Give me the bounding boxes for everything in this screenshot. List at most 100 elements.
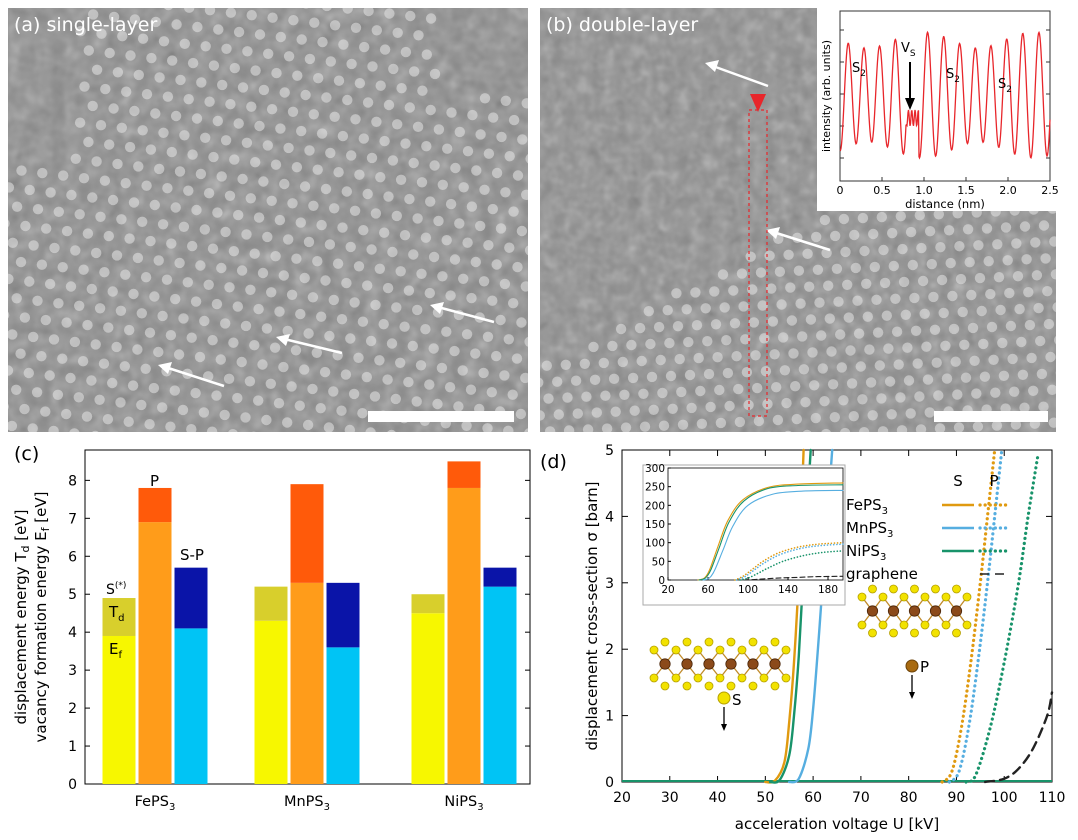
bar-ef-S-P xyxy=(326,647,360,784)
curve-graphene xyxy=(983,691,1054,784)
xtick-d: 100 xyxy=(991,790,1018,806)
profile-start-marker xyxy=(750,94,766,112)
inset-d-ytick: 50 xyxy=(652,556,665,568)
annot-s2-3: S2 xyxy=(998,77,1012,95)
inset-b-xtick: 2.0 xyxy=(999,184,1017,197)
scale-bar-b xyxy=(934,411,1048,422)
inset-d-ytick: 250 xyxy=(645,482,665,494)
bar-td-S-P xyxy=(174,567,208,629)
s-atom-marker xyxy=(717,691,731,705)
ytick-c: 1 xyxy=(68,739,77,755)
inset-d-ytick: 200 xyxy=(645,500,665,512)
annot-s2-1: S2 xyxy=(852,61,866,79)
bar-td-P xyxy=(447,461,481,488)
defect-arrow-3 xyxy=(433,304,495,324)
ytick-c: 4 xyxy=(68,625,77,641)
xtick-d: 80 xyxy=(900,790,918,806)
micrograph-a-image xyxy=(8,8,528,432)
ylabel-d: displacement cross-section σ [barn] xyxy=(583,481,601,750)
inset-d-background xyxy=(642,464,846,606)
bar-ef-S-P xyxy=(174,628,208,784)
xtick-d: 40 xyxy=(709,790,727,806)
xtick-d: 70 xyxy=(852,790,870,806)
curve-MnPS3-P xyxy=(947,448,1004,784)
ytick-c: 6 xyxy=(68,549,77,565)
legend-header-p: P xyxy=(989,472,998,490)
xtick-c: NiPS3 xyxy=(444,794,483,813)
inset-curve-FePS3-P xyxy=(734,541,844,581)
panel-a-label: (a) single-layer xyxy=(14,14,158,36)
inset-b-xtick: 1.5 xyxy=(957,184,975,197)
annot-sp: S-P xyxy=(180,546,204,564)
panel-c: (c) 0 1 2 3 4 5 6 7 8 FePS3 MnPS3 NiPS3 displacemen… xyxy=(12,443,531,813)
defect-arrow-2 xyxy=(279,336,343,355)
inset-d: 20 60 100 140 180 0 50 100 150 200 250 300 xyxy=(642,463,846,606)
panel-d-label: (d) xyxy=(540,451,567,473)
inset-d-xtick: 140 xyxy=(778,584,798,596)
panel-d: (d) 20 30 40 50 60 70 80 90 100 110 0 1 2 3 4 5 displac… xyxy=(540,443,1065,833)
legend-label: FePS3 xyxy=(846,496,888,517)
ytick-c: 0 xyxy=(68,777,77,793)
scale-bar-a xyxy=(368,411,514,422)
bar-td-S-P xyxy=(483,567,517,587)
annot-s2-2: S2 xyxy=(946,67,960,85)
ytick-c: 3 xyxy=(68,663,77,679)
inset-b-xtick: 0.5 xyxy=(873,184,891,197)
legend-label: MnPS3 xyxy=(846,519,893,540)
annot-td: Td xyxy=(108,603,125,624)
inset-d-xtick: 180 xyxy=(818,584,838,596)
bar-td-S xyxy=(411,594,445,614)
inset-d-xtick: 100 xyxy=(738,584,758,596)
bar-ef-S-P xyxy=(483,586,517,784)
inset-curve-NiPS3-S xyxy=(698,484,844,581)
ylabel-c-1: displacement energy Td [eV] xyxy=(12,509,32,724)
bar-td-P xyxy=(138,487,172,523)
inset-d-xtick: 20 xyxy=(661,584,674,596)
inset-curve-MnPS3-P xyxy=(735,543,844,581)
ytick-d: 0 xyxy=(605,775,614,791)
defect-arrow-1 xyxy=(161,364,225,388)
ytick-c: 8 xyxy=(68,473,77,489)
bar-ef-P xyxy=(138,522,172,784)
bar-ef-P xyxy=(447,487,481,784)
inset-b-frame xyxy=(839,10,1051,182)
inset-b-xtick: 1.0 xyxy=(915,184,933,197)
ytick-c: 7 xyxy=(68,511,77,527)
panel-c-label: (c) xyxy=(14,443,39,465)
inset-d-ytick: 100 xyxy=(645,538,665,550)
bar-td-S xyxy=(102,598,136,636)
crystal-p-view xyxy=(857,584,972,638)
legend-label: NiPS3 xyxy=(846,542,886,563)
xlabel-d: acceleration voltage U [kV] xyxy=(735,815,939,833)
bar-ef-S xyxy=(102,635,136,784)
ytick-d: 1 xyxy=(605,709,614,725)
inset-d-xtick: 60 xyxy=(701,584,714,596)
curve-FePS3-P xyxy=(940,448,997,784)
panel-b-inset: 0 0.5 1.0 1.5 2.0 2.5 intensity (arb. units) … xyxy=(817,8,1059,211)
annot-vs: VS xyxy=(901,41,916,59)
xtick-c: MnPS3 xyxy=(284,794,330,813)
inset-b-xtick: 2.5 xyxy=(1041,184,1059,197)
panel-b-label: (b) double-layer xyxy=(546,14,699,36)
ytick-d: 4 xyxy=(605,509,614,525)
p-atom-marker xyxy=(905,659,919,673)
s-atom-label: S xyxy=(732,691,742,709)
inset-curve-NiPS3-P xyxy=(739,550,844,581)
legend-header-s: S xyxy=(953,472,963,490)
xtick-c: FePS3 xyxy=(135,794,176,813)
ytick-c: 2 xyxy=(68,701,77,717)
inset-d-ytick: 0 xyxy=(658,575,665,587)
bar-ef-S xyxy=(254,620,288,784)
xtick-d: 110 xyxy=(1039,790,1066,806)
bar-td-S xyxy=(254,586,288,621)
ytick-d: 3 xyxy=(605,576,614,592)
defect-arrow-b2 xyxy=(769,229,831,252)
p-atom-label: P xyxy=(920,658,929,676)
annot-ef: Ef xyxy=(109,640,122,661)
inset-curve-MnPS3-S xyxy=(702,489,844,581)
bar-td-S-P xyxy=(326,582,360,648)
annot-s: S(*) xyxy=(106,581,126,598)
inset-d-ytick: 150 xyxy=(645,519,665,531)
ytick-d: 2 xyxy=(605,642,614,658)
